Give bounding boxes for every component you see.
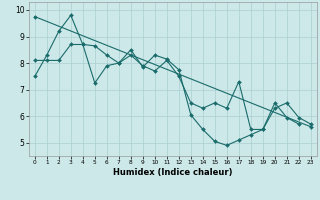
X-axis label: Humidex (Indice chaleur): Humidex (Indice chaleur) [113,168,233,177]
